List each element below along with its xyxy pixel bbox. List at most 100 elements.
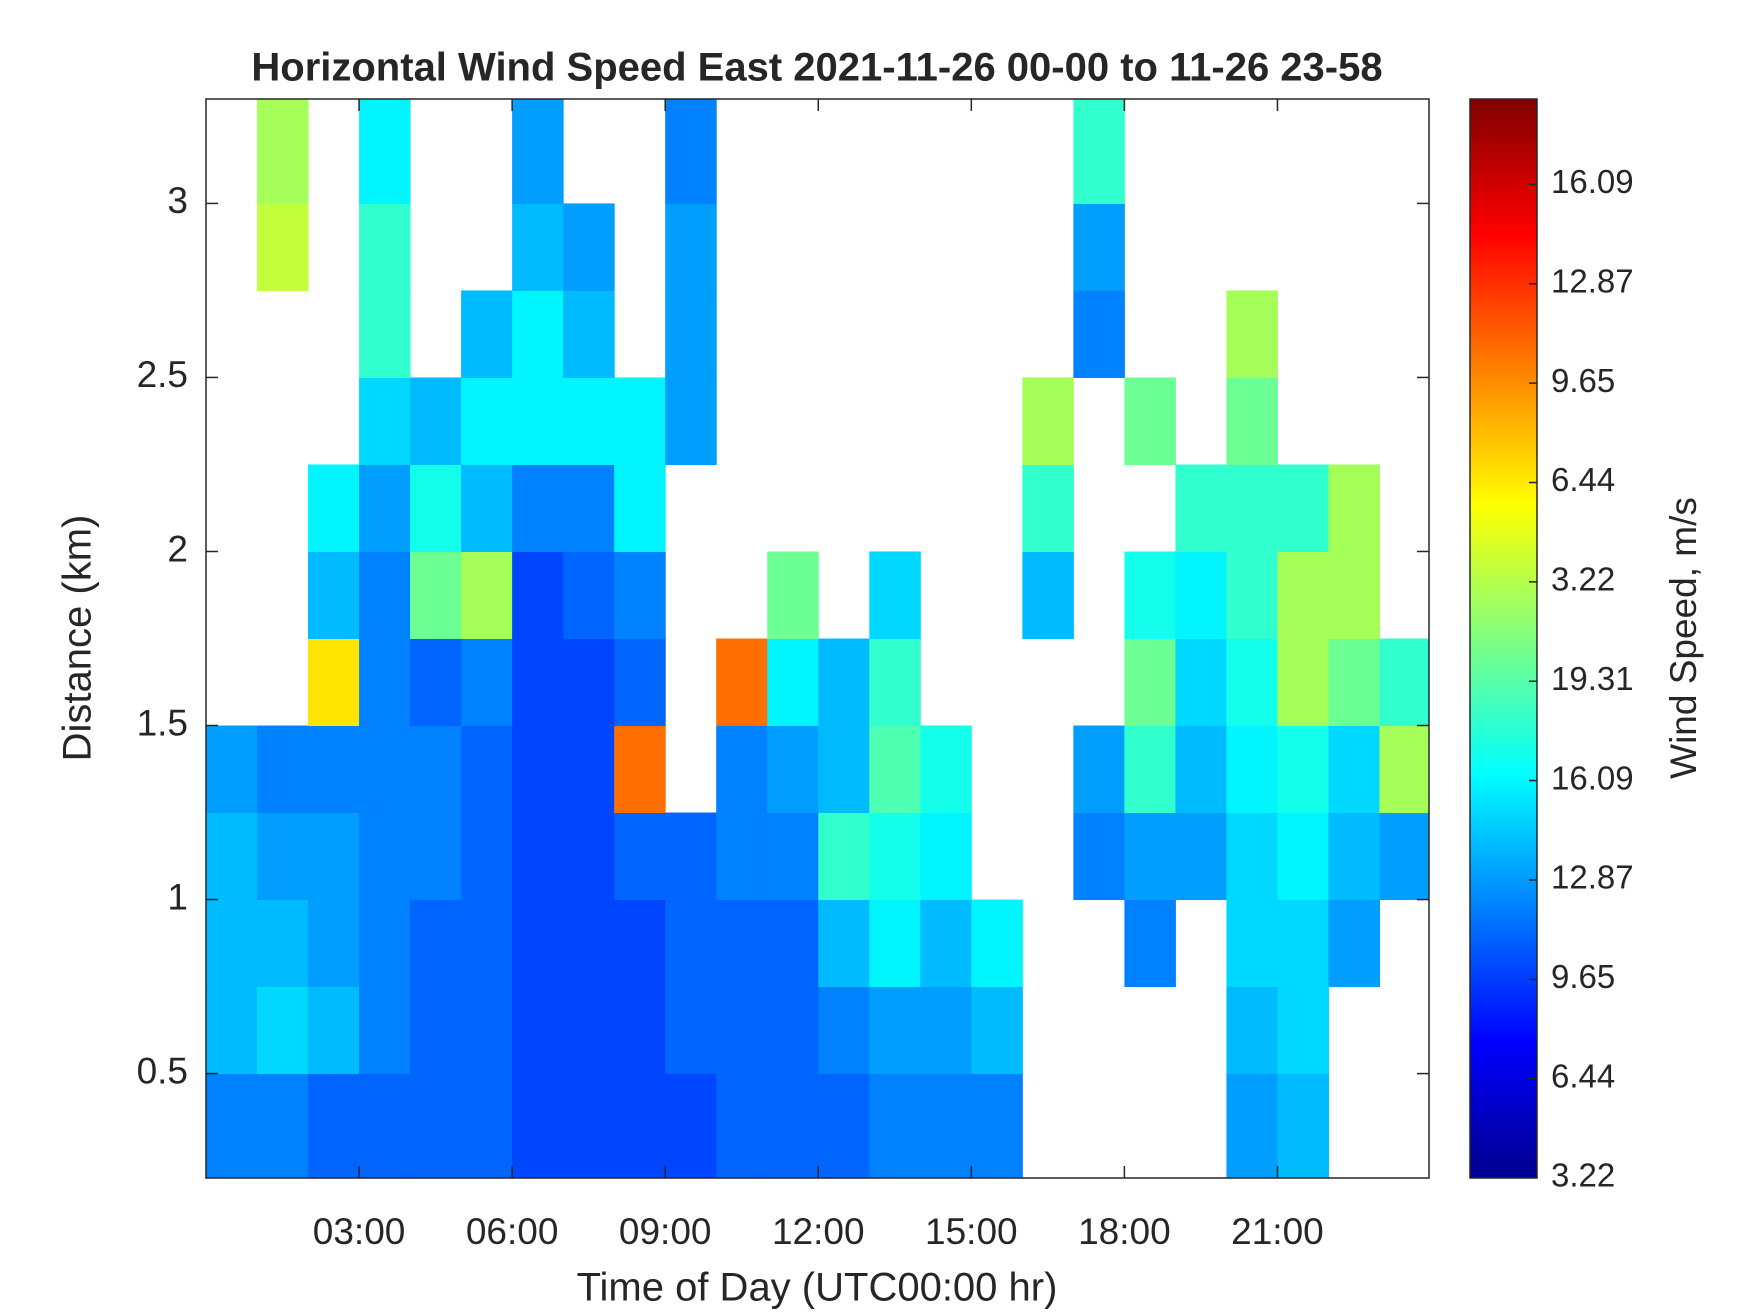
heat-cell — [869, 1073, 921, 1179]
heat-cell — [257, 899, 309, 988]
colorbar-tick-label: 12.87 — [1551, 859, 1634, 896]
heat-cell — [716, 725, 768, 814]
heat-cell — [410, 899, 462, 988]
heat-cell — [971, 986, 1023, 1075]
x-axis-title: Time of Day (UTC00:00 hr) — [577, 1266, 1058, 1310]
colorbar-tick-label: 6.44 — [1551, 461, 1615, 498]
heat-cell — [512, 725, 564, 814]
heat-cell — [614, 377, 666, 465]
heat-cell — [359, 725, 411, 814]
heat-cell — [359, 290, 411, 378]
heat-cell — [1328, 464, 1381, 552]
heat-cell — [1124, 551, 1176, 639]
heat-cell — [1379, 725, 1430, 814]
heat-cell — [257, 812, 309, 901]
heat-cell — [920, 812, 972, 901]
heat-cell — [920, 725, 972, 814]
y-tick-label: 1 — [167, 876, 188, 917]
heat-cell — [1124, 377, 1176, 465]
heat-cell — [512, 899, 564, 988]
colorbar-title: Wind Speed, m/s — [1663, 497, 1704, 779]
heat-cell — [767, 551, 819, 639]
heat-cell — [359, 203, 411, 291]
heat-cell — [665, 377, 717, 465]
colorbar-tick-label: 9.65 — [1551, 958, 1615, 995]
colorbar-tick-label: 12.87 — [1551, 263, 1634, 300]
heat-cell — [308, 464, 360, 552]
heat-cell — [359, 986, 411, 1075]
heat-cell — [1226, 725, 1278, 814]
heat-cell — [1226, 899, 1278, 988]
heat-cell — [308, 638, 360, 727]
x-tick-label: 18:00 — [1078, 1211, 1171, 1252]
colorbar — [1469, 98, 1538, 1179]
heat-cell — [869, 725, 921, 814]
heat-cell — [971, 899, 1023, 988]
colorbar-tick-label: 16.09 — [1551, 759, 1634, 796]
heat-cell — [1277, 464, 1329, 552]
heat-cell — [1175, 812, 1227, 901]
heat-cell — [1124, 899, 1176, 988]
heat-cell — [512, 812, 564, 901]
heat-cell — [1124, 812, 1176, 901]
heat-cell — [869, 638, 921, 727]
heat-cell — [869, 899, 921, 988]
heat-cell — [410, 464, 462, 552]
x-tick-label: 15:00 — [925, 1211, 1018, 1252]
heat-cell — [308, 1073, 360, 1179]
heat-cell — [767, 812, 819, 901]
heat-cell — [614, 812, 666, 901]
heat-cell — [461, 986, 513, 1075]
heat-cell — [410, 551, 462, 639]
heat-cell — [257, 203, 309, 291]
heat-cell — [512, 203, 564, 291]
heat-cell — [359, 99, 411, 204]
heat-cell — [359, 377, 411, 465]
heat-cell — [359, 899, 411, 988]
heat-cell — [461, 290, 513, 378]
heat-cell — [1073, 290, 1125, 378]
heat-cell — [614, 551, 666, 639]
colorbar-tick-label: 3.22 — [1551, 561, 1615, 598]
heat-cell — [716, 1073, 768, 1179]
heat-cell — [308, 725, 360, 814]
heat-cell — [1073, 725, 1125, 814]
heat-cell — [308, 551, 360, 639]
heat-cell — [869, 551, 921, 639]
heat-cell — [1226, 377, 1278, 465]
heat-cell — [767, 1073, 819, 1179]
heat-cell — [1226, 551, 1278, 639]
heat-cell — [461, 725, 513, 814]
heat-cell — [257, 99, 309, 204]
heat-cell — [563, 551, 615, 639]
heat-cell — [614, 638, 666, 727]
heat-cell — [410, 725, 462, 814]
heat-cell — [716, 899, 768, 988]
heat-cell — [512, 377, 564, 465]
heat-cell — [206, 986, 258, 1075]
heat-cell — [410, 986, 462, 1075]
heat-cell — [818, 725, 870, 814]
heat-cell — [1022, 464, 1074, 552]
y-tick-label: 3 — [167, 180, 188, 221]
heat-cell — [818, 986, 870, 1075]
heat-cell — [614, 1073, 666, 1179]
heat-cell — [1124, 638, 1176, 727]
heat-cell — [1328, 899, 1381, 988]
heat-cell — [1175, 638, 1227, 727]
heat-cell — [359, 812, 411, 901]
heat-cell — [1226, 638, 1278, 727]
heat-cell — [665, 899, 717, 988]
heat-cell — [1073, 812, 1125, 901]
heat-cell — [359, 638, 411, 727]
heat-cell — [1073, 99, 1125, 204]
heat-cell — [1277, 638, 1329, 727]
heat-cell — [818, 812, 870, 901]
heat-cell — [1277, 551, 1329, 639]
heat-cell — [665, 812, 717, 901]
plot-frame — [205, 98, 1430, 1179]
colorbar-tick-label: 19.31 — [1551, 660, 1634, 697]
heat-cell — [1226, 464, 1278, 552]
x-tick-label: 09:00 — [619, 1211, 712, 1252]
